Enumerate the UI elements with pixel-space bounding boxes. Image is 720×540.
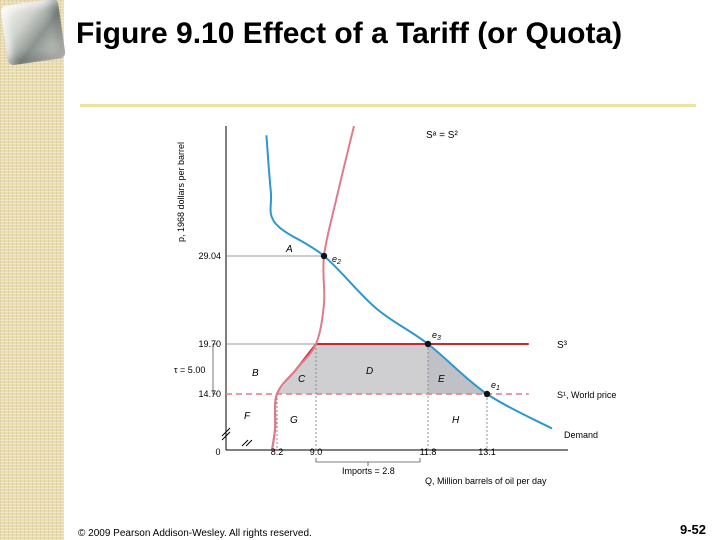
x-axis-title: Q, Million barrels of oil per day: [425, 476, 547, 486]
area-label-h: H: [452, 415, 460, 426]
x-tick-label: 9.0: [310, 447, 323, 457]
supply-s2-line: [271, 126, 355, 450]
imports-label: Imports = 2.8: [342, 466, 395, 476]
equilibrium-point: [424, 340, 432, 348]
supply-s2-label: Sᵃ = S²: [426, 130, 458, 141]
area-label-b: B: [252, 368, 259, 379]
area-label-a: A: [285, 244, 293, 255]
x-tick-label: 13.1: [478, 447, 496, 457]
imports-brace: [315, 458, 421, 466]
x-tick-label: 0: [215, 447, 220, 457]
world-price-label: S¹, World price: [557, 390, 616, 400]
page-number: 9-52: [679, 522, 706, 537]
area-label-e: E: [438, 374, 445, 385]
copyright-notice: © 2009 Pearson Addison-Wesley. All right…: [78, 528, 312, 539]
y-tick-label: 29.04: [198, 251, 221, 261]
axis-break-marks: [221, 427, 253, 447]
equilibrium-point-label: e3: [432, 330, 441, 342]
y-tick-label: 19.70: [198, 339, 221, 349]
area-label-c: C: [298, 374, 306, 385]
slide-title: Figure 9.10 Effect of a Tariff (or Quota…: [76, 17, 623, 50]
y-axis-title: p, 1968 dollars per barrel: [176, 142, 186, 242]
demand-label: Demand: [564, 430, 598, 440]
area-label-f: F: [244, 411, 251, 422]
decorative-stripe: [0, 0, 64, 540]
y-tick-label: 14.70: [198, 389, 221, 399]
equilibrium-point: [483, 390, 491, 398]
area-e-shading: [428, 344, 487, 394]
equilibrium-point-label: e1: [491, 380, 500, 392]
equilibrium-point: [320, 252, 328, 260]
tariff-label: τ = 5.00: [174, 365, 205, 375]
area-d-shading: [316, 344, 428, 394]
area-label-d: D: [366, 366, 373, 377]
supply-s3-label: S³: [557, 340, 568, 351]
x-tick-label: 8.2: [271, 447, 284, 457]
equilibrium-point-label: e2: [332, 254, 341, 266]
title-divider: [80, 104, 696, 107]
tariff-bracket: [212, 343, 217, 395]
x-tick-label: 11.8: [420, 447, 437, 457]
area-label-g: G: [290, 415, 298, 426]
